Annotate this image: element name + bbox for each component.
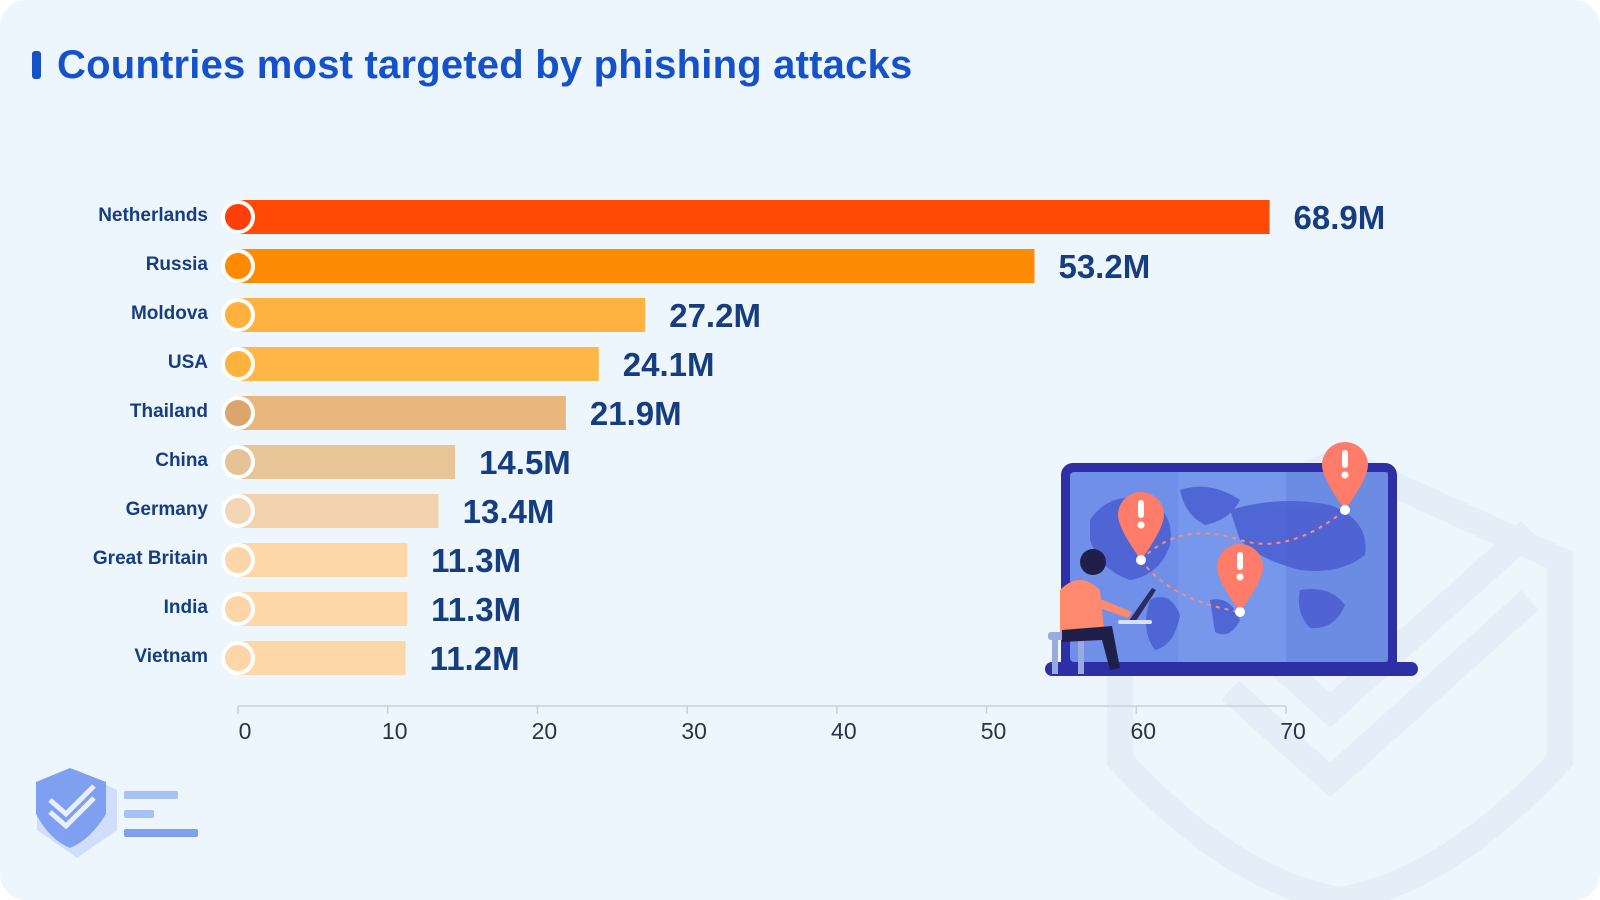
bar-row-germany: Germany 13.4M [126,493,555,530]
value-label: 11.3M [431,542,521,579]
x-axis: 0 10 20 30 40 50 60 70 [237,705,1306,744]
category-label: Great Britain [93,548,208,569]
bar-marker-dot [221,543,255,577]
bar-row-russia: Russia 53.2M [146,248,1151,285]
x-tick-label: 70 [1280,718,1306,744]
bar-row-netherlands: Netherlands 68.9M [98,199,1385,236]
bar-row-usa: USA 24.1M [168,346,715,383]
alert-pin-icon [1322,442,1368,515]
title-accent-bar [32,51,41,79]
bar-row-china: China 14.5M [155,444,571,481]
category-label: Russia [146,254,209,275]
value-label: 13.4M [463,493,555,530]
x-tick-label: 10 [382,718,408,744]
x-tick-label: 40 [831,718,857,744]
bar-marker-dot [221,249,255,283]
category-label: India [164,597,209,618]
bar-vietnam [238,641,406,675]
bar-row-thailand: Thailand 21.9M [130,395,682,432]
bars-layer: Netherlands 68.9M Russia 53.2M Moldova 27.2M U… [93,199,1385,677]
bar-russia [238,249,1035,283]
bar-marker-dot [221,592,255,626]
title-block: Countries most targeted by phishing atta… [32,40,912,90]
bar-germany [238,494,439,528]
bar-india [238,592,408,626]
value-label: 24.1M [623,346,715,383]
category-label: Vietnam [134,646,208,667]
bar-marker-dot [221,396,255,430]
page-title: Countries most targeted by phishing atta… [57,42,913,87]
bar-row-vietnam: Vietnam 11.2M [134,640,519,677]
bar-marker-dot [221,347,255,381]
bar-row-great-britain: Great Britain 11.3M [93,542,521,579]
bar-row-moldova: Moldova 27.2M [131,297,761,334]
bar-netherlands [238,200,1270,234]
x-tick-label: 60 [1130,718,1156,744]
bar-marker-dot [221,494,255,528]
bar-marker-dot [221,200,255,234]
alert-pin-icon [1217,544,1263,617]
value-label: 27.2M [669,297,761,334]
bar-row-india: India 11.3M [164,591,521,628]
value-label: 11.2M [430,640,520,677]
category-label: China [155,450,208,471]
x-tick-label: 50 [981,718,1007,744]
category-label: Moldova [131,303,208,324]
bar-china [238,445,456,479]
value-label: 68.9M [1294,199,1386,236]
bar-moldova [238,298,646,332]
value-label: 53.2M [1058,248,1150,285]
bar-marker-dot [221,641,255,675]
bar-marker-dot [221,298,255,332]
x-tick-label: 30 [681,718,707,744]
category-label: Germany [126,499,209,520]
x-tick-label: 0 [239,718,252,744]
alert-pin-icon [1118,492,1164,565]
category-label: Thailand [130,401,208,422]
x-tick-label: 20 [532,718,558,744]
bar-great-britain [238,543,408,577]
category-label: USA [168,352,208,373]
value-label: 11.3M [431,591,521,628]
bar-usa [238,347,599,381]
bar-thailand [238,396,566,430]
category-label: Netherlands [98,205,208,226]
value-label: 21.9M [590,395,682,432]
bar-marker-dot [221,445,255,479]
value-label: 14.5M [479,444,571,481]
